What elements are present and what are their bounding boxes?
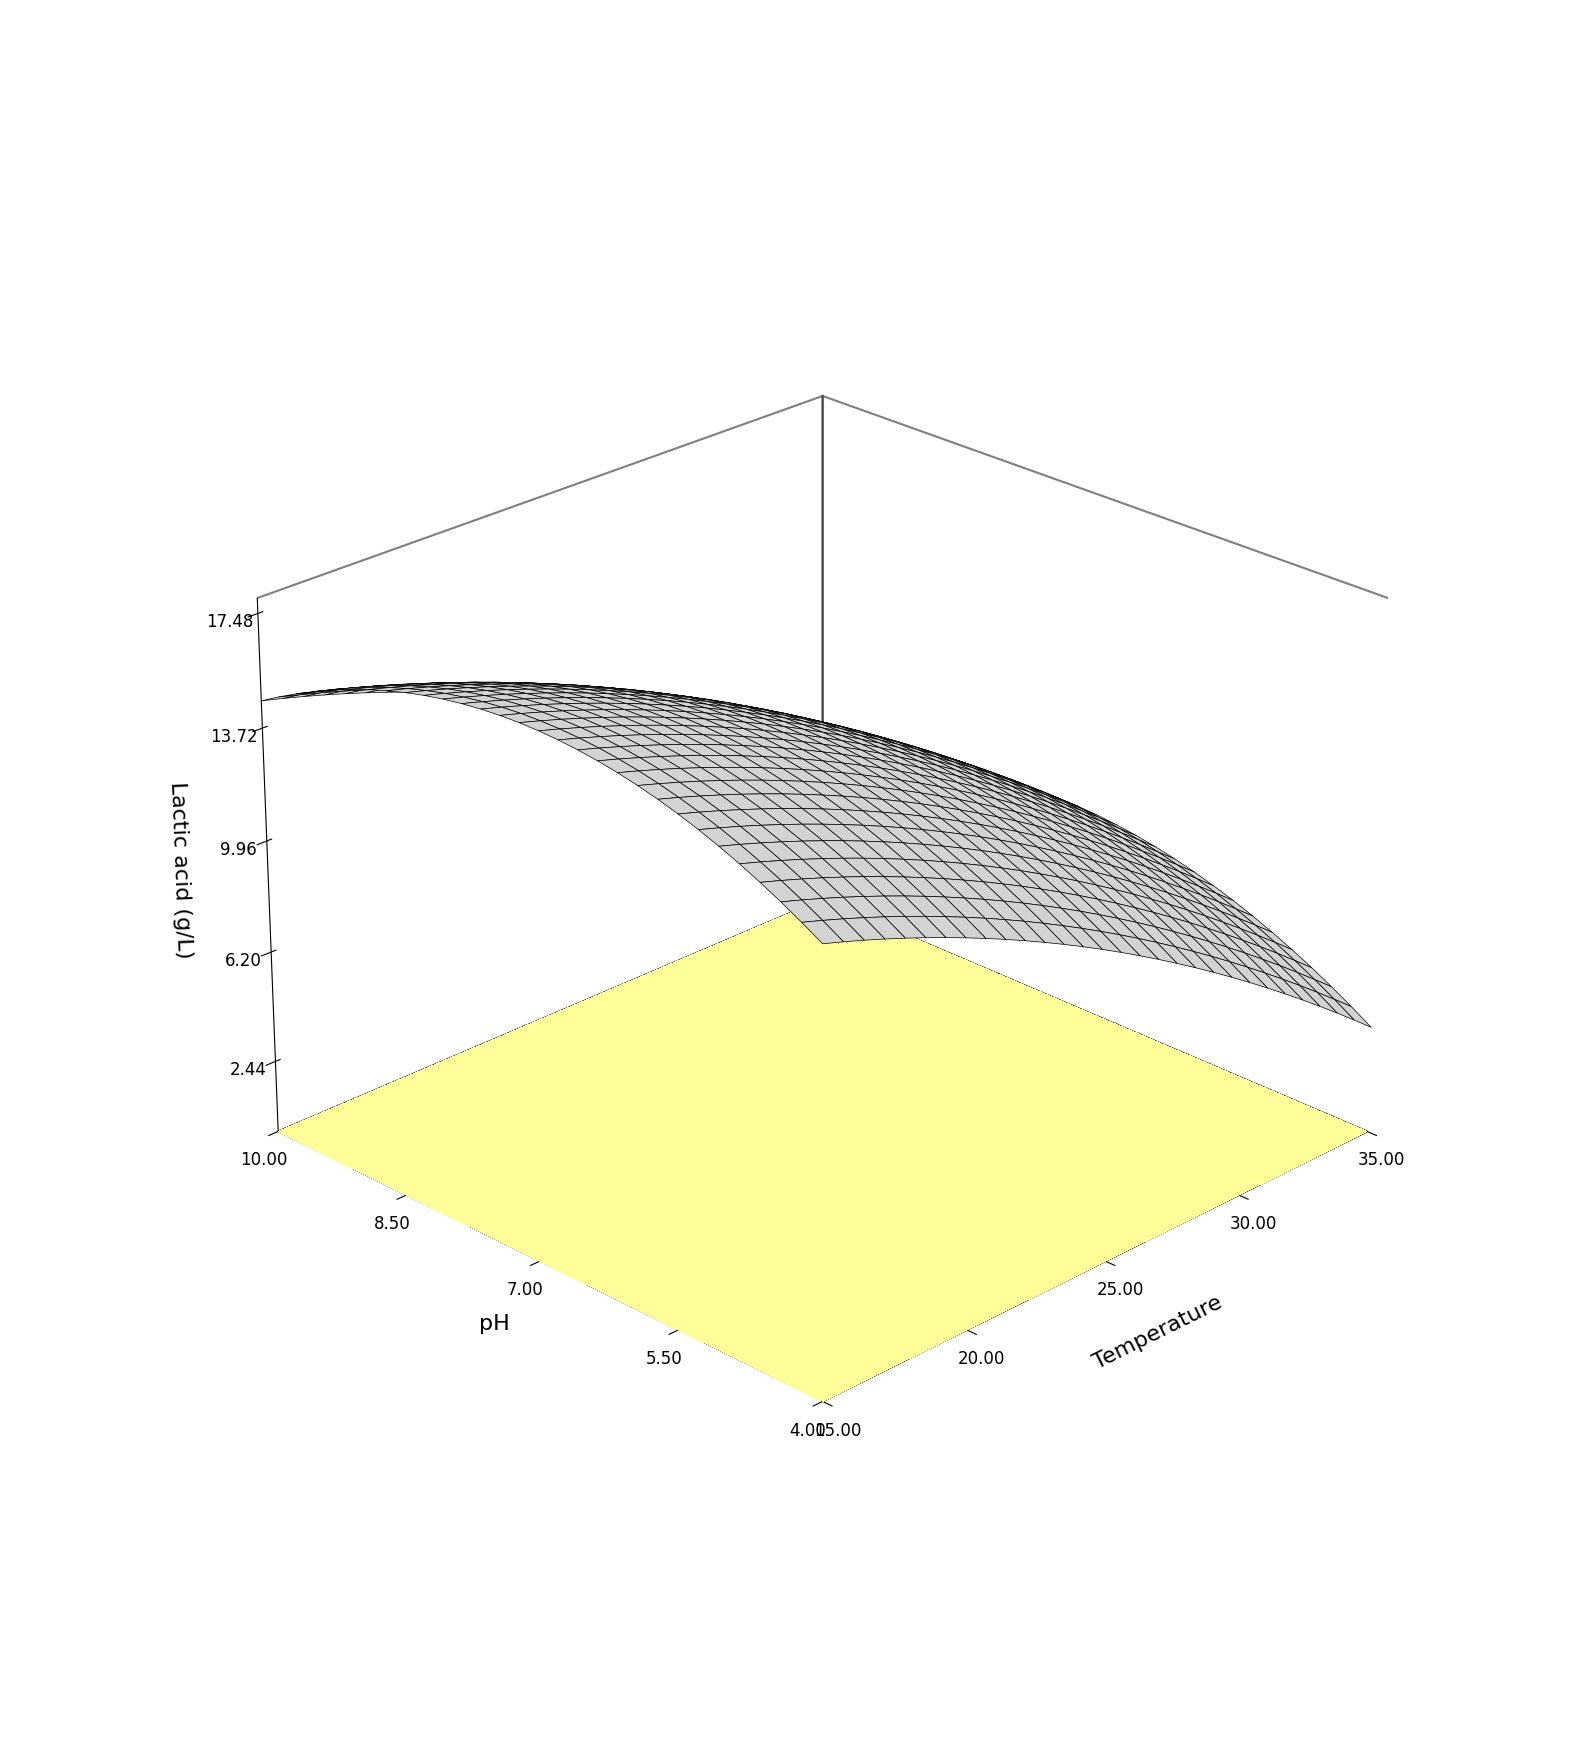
Y-axis label: pH: pH (478, 1314, 510, 1334)
X-axis label: Temperature: Temperature (1090, 1293, 1225, 1374)
